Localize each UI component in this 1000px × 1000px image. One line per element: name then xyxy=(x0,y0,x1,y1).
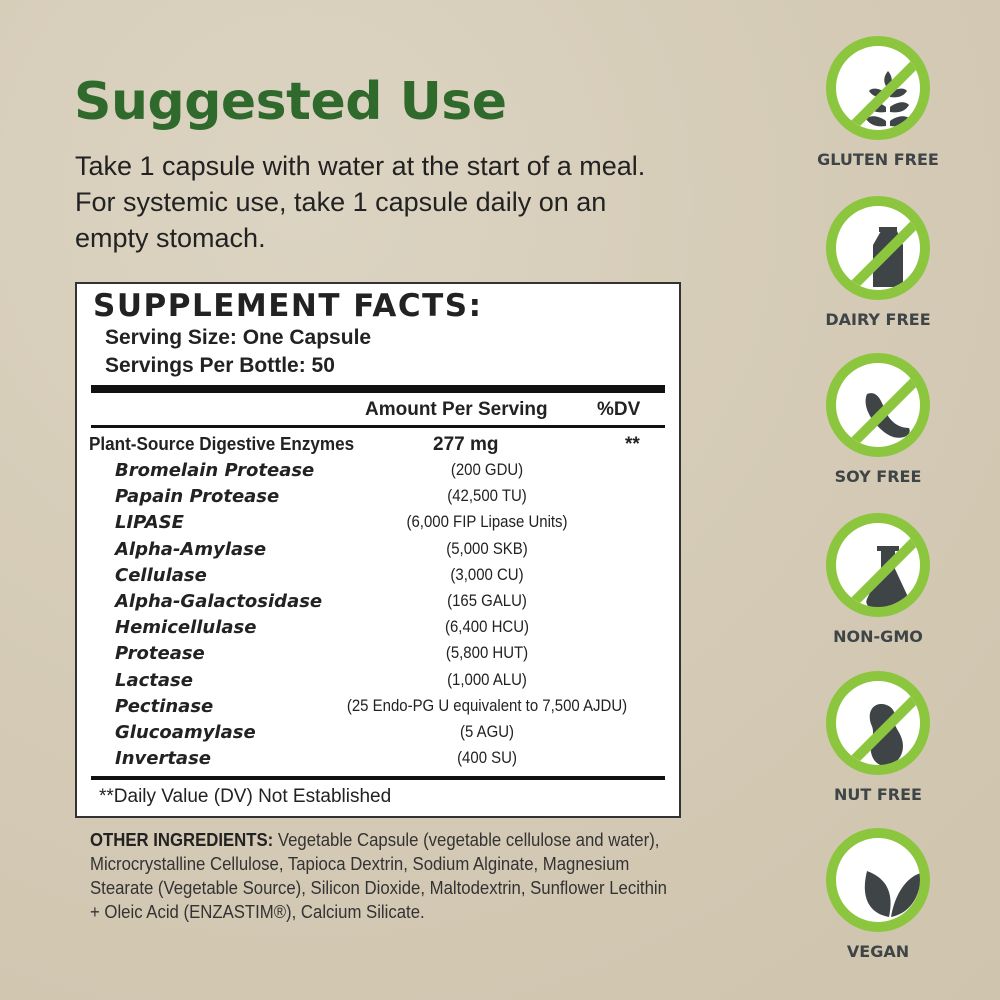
ingredient-amount: (25 Endo-PG U equivalent to 7,500 AJDU) xyxy=(346,695,628,715)
ingredient-name: Hemicellulase xyxy=(115,617,257,639)
ingredient-name: Lactase xyxy=(115,669,193,691)
ingredient-row: Bromelain Protease (200 GDU) xyxy=(77,460,679,486)
main-name: Plant-Source Digestive Enzymes xyxy=(89,434,355,454)
ingredient-amount: (5,000 SKB) xyxy=(446,538,528,558)
ingredient-name: Protease xyxy=(115,643,205,665)
ingredient-amount: (5 AGU) xyxy=(459,722,515,741)
badge-gluten-free xyxy=(826,36,930,140)
badge-nut-free xyxy=(826,671,930,775)
badge-label: DAIRY FREE xyxy=(825,310,931,329)
ingredient-row: Alpha-Amylase (5,000 SKB) xyxy=(77,539,679,565)
ingredient-row: Hemicellulase (6,400 HCU) xyxy=(77,617,679,643)
ingredient-row: Invertase (400 SU) xyxy=(77,748,679,774)
ingredient-amount: (3,000 CU) xyxy=(450,564,524,584)
badge-label: GLUTEN FREE xyxy=(817,150,939,169)
badge-non-gmo xyxy=(826,513,930,617)
divider xyxy=(91,385,665,393)
badge-dairy-free xyxy=(826,196,930,300)
badge-label: NON-GMO xyxy=(833,627,923,646)
ingredient-row: Alpha-Galactosidase (165 GALU) xyxy=(77,591,679,617)
flask-icon xyxy=(866,546,910,607)
ingredient-row: Pectinase (25 Endo-PG U equivalent to 7,5… xyxy=(77,696,679,722)
ingredient-amount: (42,500 TU) xyxy=(447,486,527,506)
ingredient-name: Alpha-Amylase xyxy=(115,538,267,560)
ingredient-amount: (6,000 FIP Lipase Units) xyxy=(406,512,568,532)
other-ingredients-label: OTHER INGREDIENTS: xyxy=(90,830,274,850)
other-ingredients: OTHER INGREDIENTS: Vegetable Capsule (ve… xyxy=(90,828,676,924)
divider xyxy=(91,425,665,428)
footnote: **Daily Value (DV) Not Established xyxy=(99,786,392,807)
ingredient-row: LIPASE (6,000 FIP Lipase Units) xyxy=(77,512,679,538)
badge-vegan xyxy=(826,828,930,932)
servings-per-bottle: Servings Per Bottle: 50 xyxy=(105,354,335,377)
ingredient-row: Glucoamylase (5 AGU) xyxy=(77,722,679,748)
ingredient-name: Glucoamylase xyxy=(115,722,256,743)
badge-label: VEGAN xyxy=(846,942,910,961)
usage-instructions: Take 1 capsule with water at the start o… xyxy=(75,151,646,253)
ingredient-row: Papain Protease (42,500 TU) xyxy=(77,486,679,512)
badge-soy-free xyxy=(826,353,930,457)
facts-title: SUPPLEMENT FACTS: xyxy=(93,288,483,324)
other-ingredients-text: Vegetable Capsule (vegetable cellulose a… xyxy=(90,830,667,922)
ingredient-name: Cellulase xyxy=(115,564,207,586)
ingredient-amount: (400 SU) xyxy=(457,748,517,768)
supplement-facts-panel: SUPPLEMENT FACTS: Serving Size: One Caps… xyxy=(75,282,681,818)
ingredient-amount: (6,400 HCU) xyxy=(445,617,529,637)
page-title: Suggested Use xyxy=(74,72,507,132)
ingredient-name: Alpha-Galactosidase xyxy=(115,591,323,612)
main-row: Plant-Source Digestive Enzymes 277 mg ** xyxy=(77,434,679,460)
badge-label: NUT FREE xyxy=(834,785,922,804)
amount-header: Amount Per Serving xyxy=(365,399,548,420)
ingredient-name: Bromelain Protease xyxy=(115,460,315,481)
ingredient-name: Pectinase xyxy=(115,695,214,717)
main-dv: ** xyxy=(625,434,640,455)
serving-size: Serving Size: One Capsule xyxy=(105,326,372,349)
divider xyxy=(91,776,665,780)
ingredient-row: Lactase (1,000 ALU) xyxy=(77,670,679,696)
ingredient-row: Protease (5,800 HUT) xyxy=(77,643,679,669)
ingredient-name: Invertase xyxy=(115,748,212,770)
ingredient-amount: (1,000 ALU) xyxy=(447,669,527,689)
badge-label: SOY FREE xyxy=(834,467,922,486)
main-amount: 277 mg xyxy=(433,434,499,455)
ingredient-amount: (200 GDU) xyxy=(450,460,524,479)
ingredient-amount: (5,800 HUT) xyxy=(445,643,529,663)
ingredient-name: Papain Protease xyxy=(115,486,280,508)
dv-header: %DV xyxy=(597,399,641,420)
leaves-icon xyxy=(864,871,920,917)
ingredient-name: LIPASE xyxy=(115,512,184,534)
ingredient-row: Cellulase (3,000 CU) xyxy=(77,565,679,591)
ingredient-amount: (165 GALU) xyxy=(447,591,527,610)
